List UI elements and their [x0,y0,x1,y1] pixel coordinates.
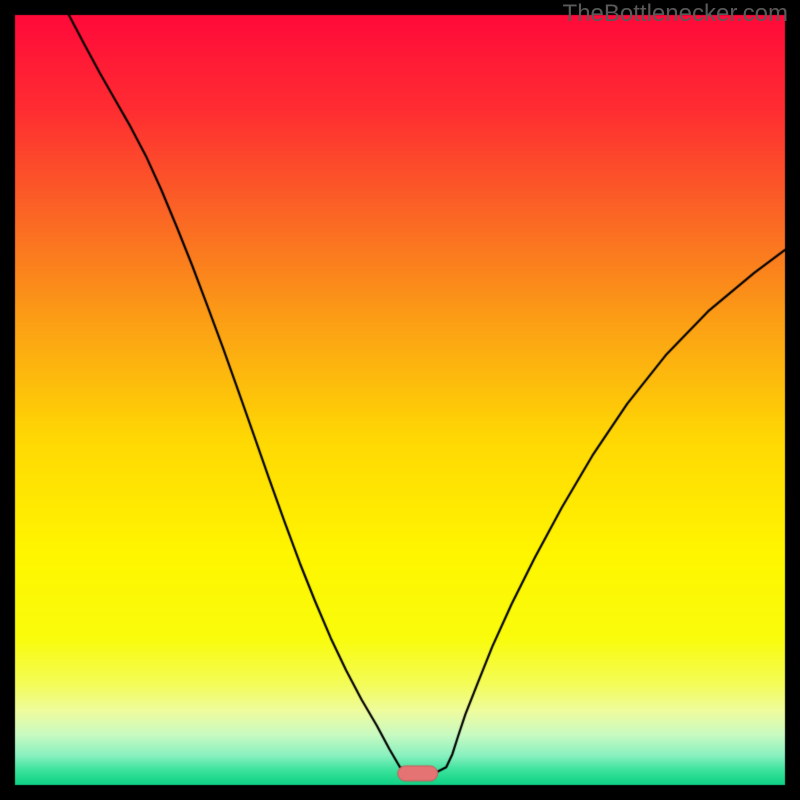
chart-stage: TheBottlenecker.com [0,0,800,800]
gradient-chart-canvas [0,0,800,800]
watermark-label: TheBottlenecker.com [563,0,788,28]
